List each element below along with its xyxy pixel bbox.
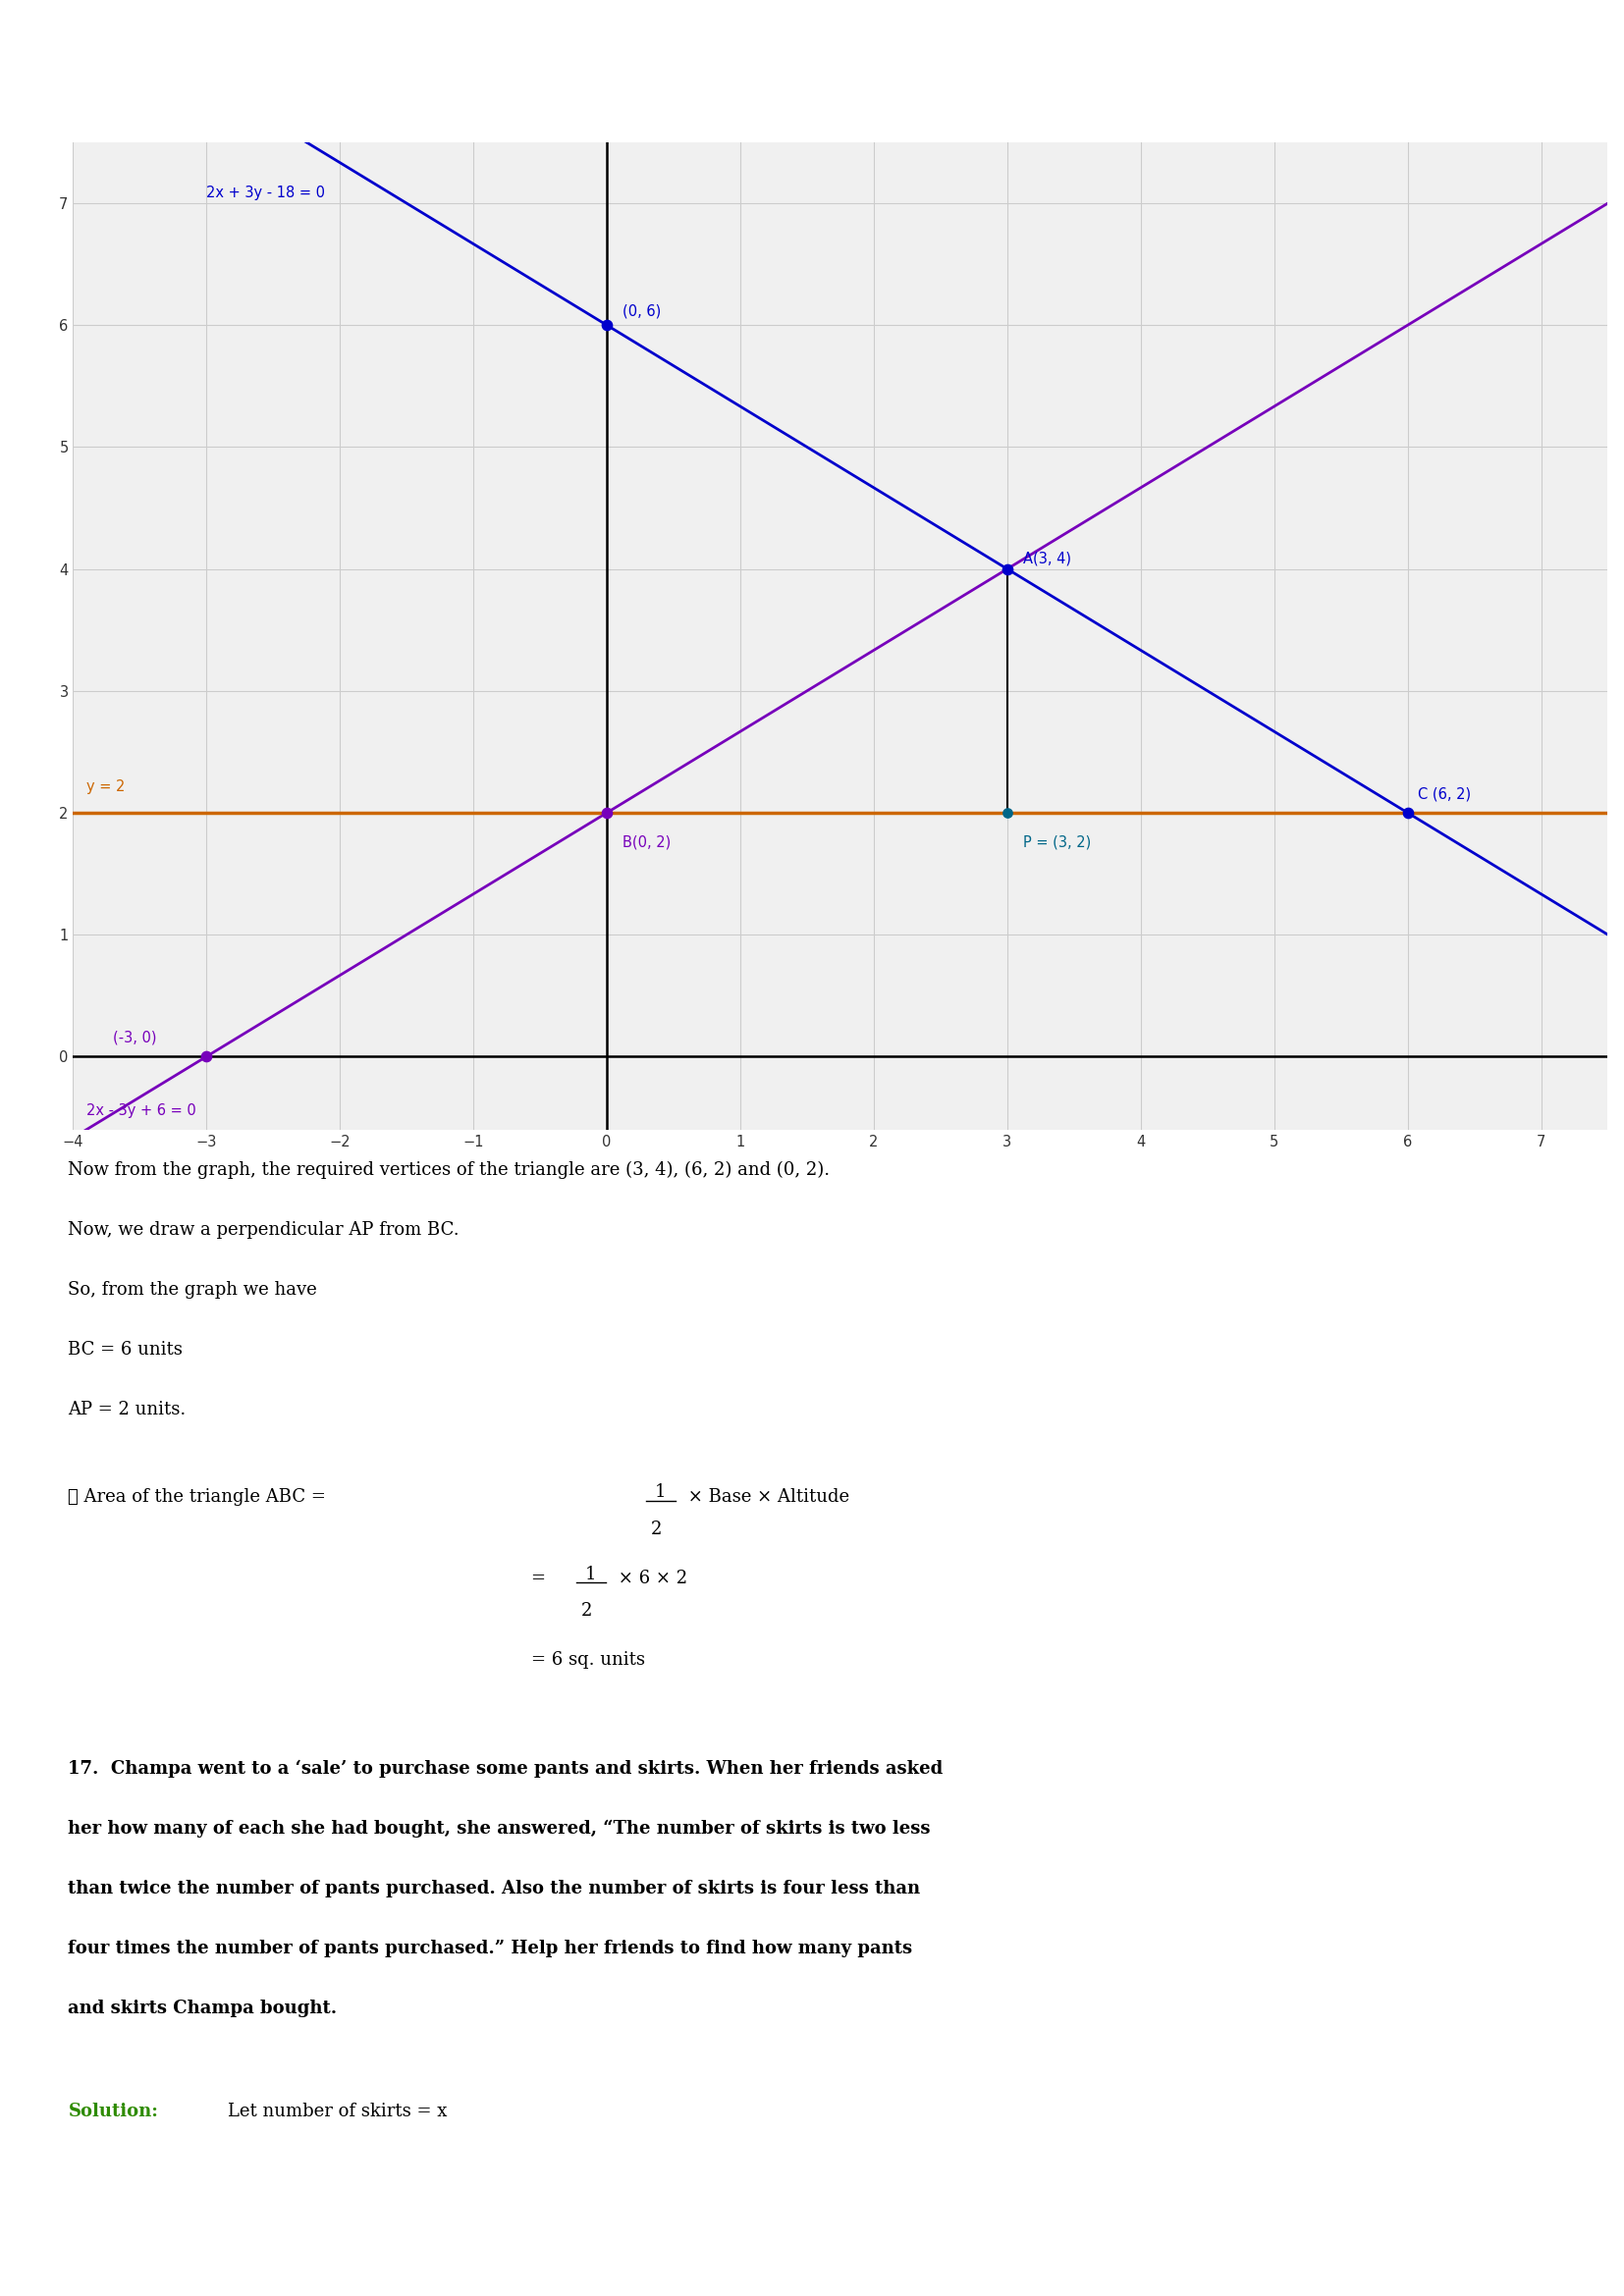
Text: Now, we draw a perpendicular AP from BC.: Now, we draw a perpendicular AP from BC. [68,1221,460,1240]
Text: 2: 2 [581,1603,593,1621]
Point [193,1038,219,1075]
Text: 1: 1 [585,1566,596,1582]
Text: =: = [531,1570,552,1587]
Point [994,794,1020,831]
Text: 2: 2 [651,1520,663,1538]
Text: four times the number of pants purchased.” Help her friends to find how many pan: four times the number of pants purchased… [68,1940,913,1956]
Text: C (6, 2): C (6, 2) [1418,785,1471,801]
Text: (0, 6): (0, 6) [624,303,661,319]
Text: Solution:: Solution: [68,2103,159,2122]
Text: ∴ Area of the triangle ABC =: ∴ Area of the triangle ABC = [68,1488,331,1506]
Text: Page 33 of 42: Page 33 of 42 [745,2250,879,2268]
Text: y = 2: y = 2 [86,778,125,794]
Text: = 6 sq. units: = 6 sq. units [531,1651,645,1669]
Text: Chapter 3: Pair of Linear Equations in Two Variables: Chapter 3: Pair of Linear Equations in T… [554,108,1070,126]
Point [1395,794,1421,831]
Text: P = (3, 2): P = (3, 2) [1023,836,1091,850]
Text: Maths – RD Sharma Solutions: Maths – RD Sharma Solutions [676,60,948,78]
Point [594,794,620,831]
Text: × Base × Altitude: × Base × Altitude [682,1488,849,1506]
Text: × 6 × 2: × 6 × 2 [612,1570,687,1587]
Text: AP = 2 units.: AP = 2 units. [68,1401,187,1419]
Text: Path: Path [94,94,117,106]
Point [594,308,620,344]
Text: Now from the graph, the required vertices of the triangle are (3, 4), (6, 2) and: Now from the graph, the required vertice… [68,1162,830,1180]
Text: Let number of skirts = x: Let number of skirts = x [227,2103,447,2122]
Text: 2x + 3y - 18 = 0: 2x + 3y - 18 = 0 [206,186,325,200]
Text: A(3, 4): A(3, 4) [1023,551,1072,565]
Text: her how many of each she had bought, she answered, “The number of skirts is two : her how many of each she had bought, she… [68,1821,931,1837]
Text: BC = 6 units: BC = 6 units [68,1341,184,1359]
Point [994,551,1020,588]
Text: (-3, 0): (-3, 0) [114,1031,158,1045]
Text: Class - 10: Class - 10 [762,18,862,39]
Text: So, from the graph we have: So, from the graph we have [68,1281,317,1300]
Text: 2x - 3y + 6 = 0: 2x - 3y + 6 = 0 [86,1102,197,1118]
Text: 17.  Champa went to a ‘sale’ to purchase some pants and skirts. When her friends: 17. Champa went to a ‘sale’ to purchase … [68,1761,944,1777]
Text: 1: 1 [654,1483,666,1502]
Text: than twice the number of pants purchased. Also the number of skirts is four less: than twice the number of pants purchased… [68,1880,921,1896]
Text: B(0, 2): B(0, 2) [624,836,671,850]
Text: and skirts Champa bought.: and skirts Champa bought. [68,2000,338,2018]
Text: Study: Study [89,60,122,69]
